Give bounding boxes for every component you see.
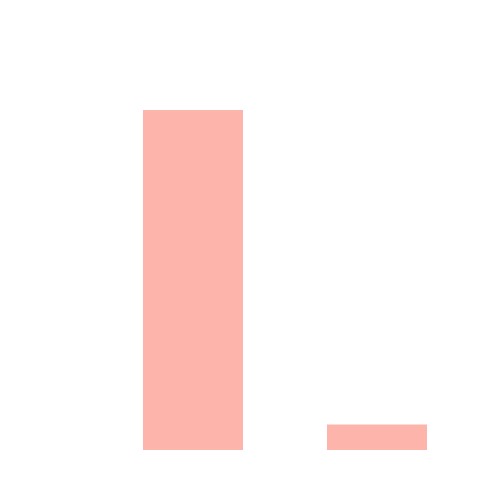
bar-1	[143, 110, 243, 450]
bar-2	[327, 424, 427, 450]
